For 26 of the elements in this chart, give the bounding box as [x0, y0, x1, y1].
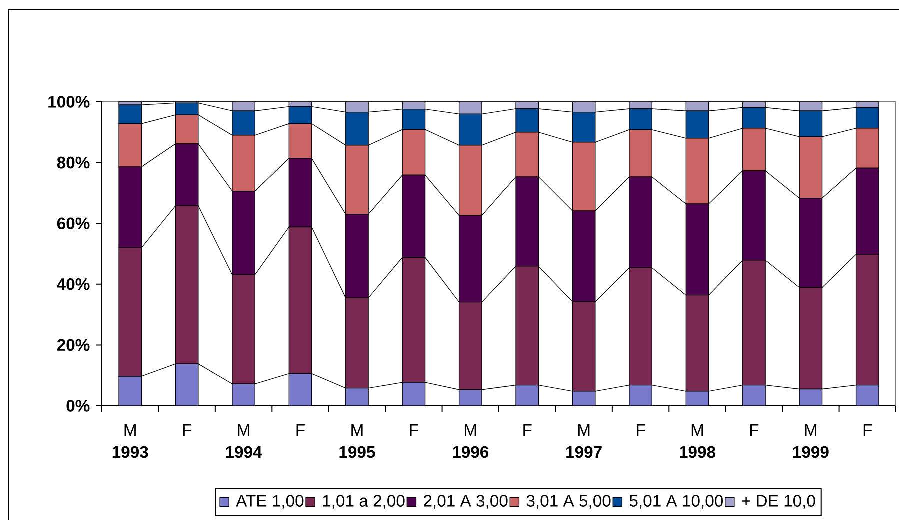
x-tick-label: M 1995	[340, 424, 376, 458]
legend-label: ATE 1,00	[236, 495, 304, 509]
y-tick-label: 20%	[57, 339, 90, 352]
y-tick-label: 40%	[57, 278, 90, 290]
x-tick-label: M 1998	[680, 424, 716, 458]
x-tick-label: F	[296, 424, 305, 436]
legend-label: 5,01 A 10,00	[630, 495, 724, 509]
x-tick-label: M 1994	[226, 424, 262, 458]
x-tick-label: F	[524, 424, 532, 436]
y-tick-label: 80%	[57, 156, 90, 169]
x-tick-label: M 1993	[112, 424, 148, 458]
legend-label: 1,01 a 2,00	[323, 495, 405, 509]
x-tick-label: F	[637, 424, 646, 436]
x-tick-label: F	[410, 424, 418, 436]
x-tick-label: M 1996	[453, 424, 489, 458]
x-tick-label: M 1999	[793, 424, 829, 458]
x-tick-label: M 1997	[566, 424, 602, 458]
legend-label: 2,01 A 3,00	[424, 495, 508, 509]
legend-label: + DE 10,0	[742, 495, 816, 509]
y-tick-label: 100%	[48, 96, 90, 108]
x-tick-label: F	[750, 424, 759, 436]
y-tick-label: 60%	[57, 218, 90, 230]
y-tick-label: 0%	[66, 400, 90, 412]
x-tick-label: F	[183, 424, 192, 436]
legend-label: 3,01 A 5,00	[526, 495, 611, 509]
x-tick-label: F	[864, 424, 872, 436]
